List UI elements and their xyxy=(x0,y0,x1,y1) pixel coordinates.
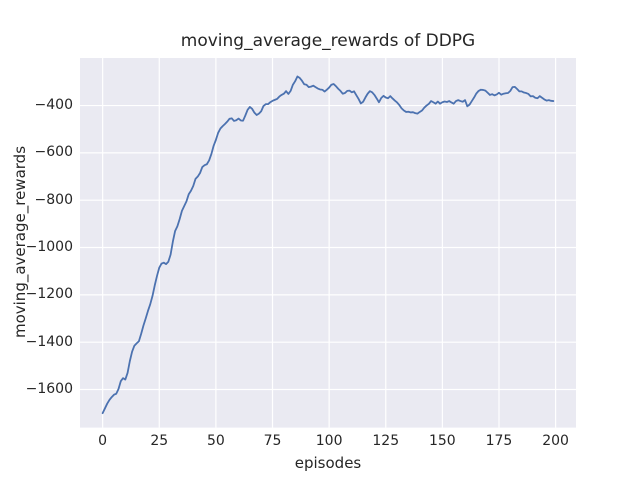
x-axis-label: episodes xyxy=(294,454,362,472)
x-tick-label: 0 xyxy=(98,433,108,450)
plot-background xyxy=(80,57,576,428)
y-tick-label: −1200 xyxy=(25,286,73,303)
y-tick-label: −1600 xyxy=(25,381,73,398)
y-tick-label: −400 xyxy=(34,97,73,114)
y-tick-label: −800 xyxy=(34,191,73,208)
x-tick-label: 125 xyxy=(372,433,400,450)
x-tick-label: 25 xyxy=(150,433,169,450)
y-tick-label: −1400 xyxy=(25,333,73,350)
chart-title: moving_average_rewards of DDPG xyxy=(180,31,476,51)
plot-area xyxy=(80,57,576,428)
y-tick-label: −1000 xyxy=(25,239,73,256)
x-tick-label: 200 xyxy=(542,433,569,450)
x-tick-label: 100 xyxy=(315,433,343,450)
data-line xyxy=(101,75,555,414)
y-tick-label: −600 xyxy=(34,144,73,161)
x-tick-label: 50 xyxy=(206,433,225,450)
x-tick-label: 175 xyxy=(485,433,513,450)
x-tick-label: 75 xyxy=(263,433,282,450)
x-tick-label: 150 xyxy=(428,433,456,450)
